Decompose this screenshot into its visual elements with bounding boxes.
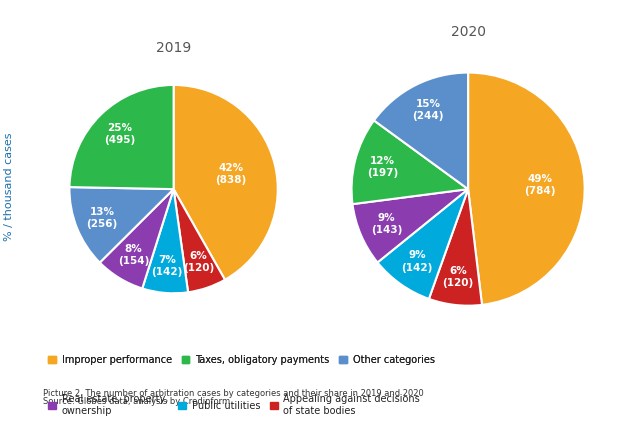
Text: 8%
(154): 8% (154) [118, 244, 149, 266]
Wedge shape [142, 189, 188, 293]
Text: 6%
(120): 6% (120) [443, 266, 474, 288]
Text: 6%
(120): 6% (120) [183, 251, 214, 273]
Text: % / thousand cases: % / thousand cases [4, 133, 14, 241]
Text: 13%
(256): 13% (256) [86, 207, 118, 229]
Wedge shape [174, 189, 225, 292]
Text: 12%
(197): 12% (197) [366, 156, 398, 178]
Text: 9%
(142): 9% (142) [401, 250, 433, 272]
Wedge shape [100, 189, 174, 289]
Text: 42%
(838): 42% (838) [215, 163, 247, 185]
Legend: Real estate, property,
ownership, Public utilities, Appealing against decisions
: Real estate, property, ownership, Public… [48, 394, 420, 416]
Wedge shape [69, 187, 174, 263]
Text: 49%
(784): 49% (784) [525, 173, 556, 196]
Text: Source: Globes data, analysis by Credinform: Source: Globes data, analysis by Credinf… [43, 397, 231, 406]
Title: 2020: 2020 [451, 26, 485, 40]
Wedge shape [378, 189, 468, 299]
Wedge shape [374, 73, 468, 189]
Wedge shape [174, 85, 278, 280]
Wedge shape [353, 189, 468, 263]
Wedge shape [352, 120, 468, 204]
Text: 9%
(143): 9% (143) [371, 213, 402, 235]
Wedge shape [468, 73, 585, 305]
Text: 25%
(495): 25% (495) [104, 123, 135, 145]
Wedge shape [429, 189, 482, 306]
Text: 15%
(244): 15% (244) [412, 99, 444, 122]
Wedge shape [69, 85, 174, 189]
Title: 2019: 2019 [156, 41, 191, 55]
Legend: Improper performance, Taxes, obligatory payments, Other categories: Improper performance, Taxes, obligatory … [48, 355, 435, 365]
Text: Picture 2. The number of arbitration cases by categories and their share in 2019: Picture 2. The number of arbitration cas… [43, 389, 424, 398]
Text: 7%
(142): 7% (142) [151, 255, 183, 277]
